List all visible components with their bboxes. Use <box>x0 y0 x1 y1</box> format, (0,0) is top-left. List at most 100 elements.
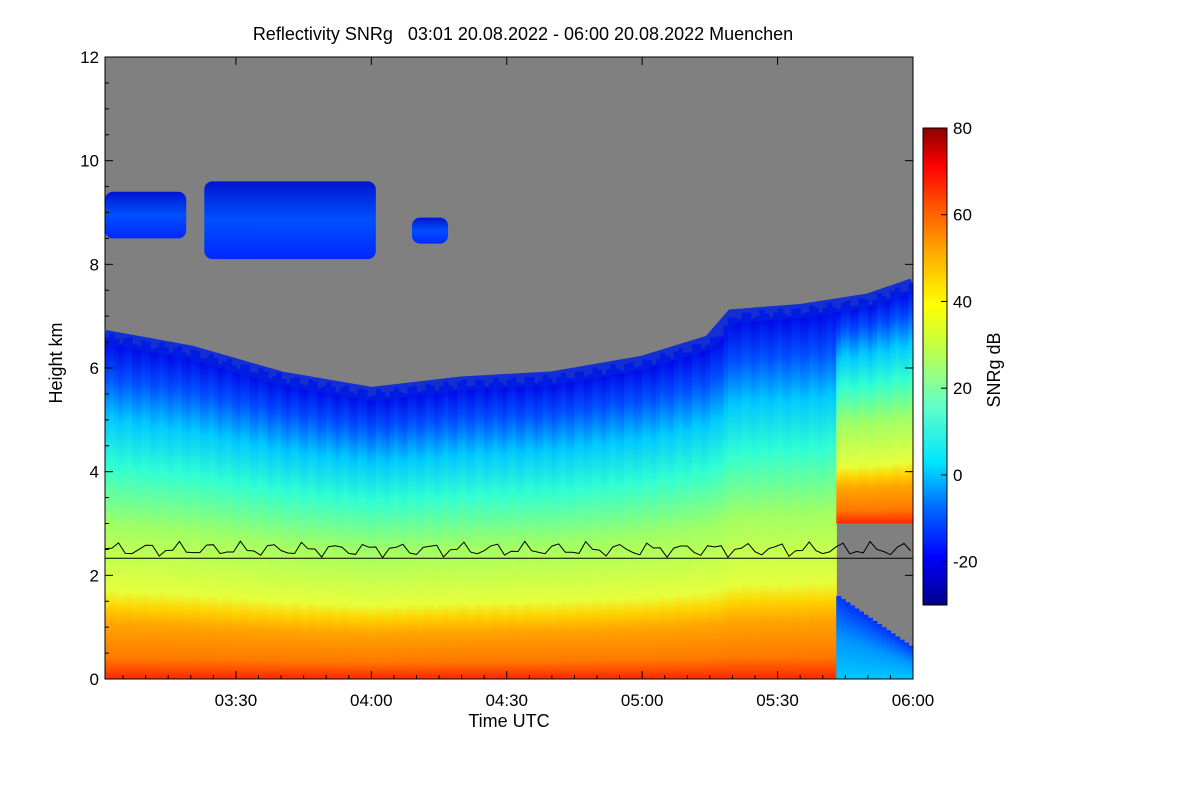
echo-column <box>646 359 652 679</box>
echo-column <box>854 305 860 524</box>
echo-column <box>402 393 409 679</box>
colorbar-tick-label: 20 <box>953 379 972 398</box>
echo-column-tail <box>894 636 901 679</box>
echo-column <box>610 364 616 679</box>
cloud-top-edge <box>105 278 913 401</box>
echo-column <box>759 310 765 679</box>
echo-column <box>876 293 883 524</box>
echo-column <box>420 390 427 679</box>
y-tick-label: 6 <box>90 359 99 378</box>
echo-column <box>208 353 214 679</box>
echo-column <box>132 344 138 679</box>
echo-column <box>267 378 273 679</box>
echo-column <box>335 391 341 679</box>
echo-column-tail <box>863 614 869 679</box>
echo-column <box>154 347 160 679</box>
echo-column <box>253 373 260 679</box>
echo-column <box>294 377 300 679</box>
colorbar-tick-label: 0 <box>953 466 962 485</box>
echo-column <box>782 313 788 679</box>
y-tick-label: 0 <box>90 670 99 689</box>
echo-column <box>330 386 336 679</box>
echo-column <box>714 336 720 679</box>
echo-column <box>827 302 833 679</box>
x-tick-label: 03:30 <box>215 691 258 710</box>
echo-column-tail <box>890 633 896 679</box>
echo-column <box>818 312 824 679</box>
echo-column <box>709 337 715 679</box>
echo-column <box>457 382 463 679</box>
echo-column <box>673 351 679 679</box>
echo-column <box>497 381 503 679</box>
echo-column <box>439 386 445 679</box>
echo-column-tail <box>867 617 873 679</box>
echo-column <box>145 341 151 679</box>
echo-column <box>556 376 562 679</box>
echo-column <box>849 306 855 524</box>
echo-column <box>150 348 156 679</box>
echo-column <box>773 312 779 679</box>
y-tick-label: 12 <box>80 48 99 67</box>
echo-column <box>520 383 526 679</box>
echo-column <box>885 298 892 524</box>
echo-column <box>272 376 278 679</box>
colorbar-tick-label: 40 <box>953 292 972 311</box>
echo-column <box>493 377 499 679</box>
echo-column <box>804 312 810 679</box>
echo-column <box>619 370 625 679</box>
echo-column <box>163 347 169 679</box>
echo-column <box>249 372 255 679</box>
colorbar-label: SNRg dB <box>984 332 1004 407</box>
y-tick-label: 4 <box>90 463 99 482</box>
echo-column <box>366 396 372 679</box>
echo-column <box>353 394 359 679</box>
echo-column <box>691 344 697 679</box>
echo-column <box>190 349 196 679</box>
x-tick-label: 04:30 <box>485 691 528 710</box>
echo-column <box>583 376 589 679</box>
echo-column <box>881 296 887 524</box>
echo-column <box>276 372 282 679</box>
echo-column <box>845 300 851 524</box>
echo-column <box>655 359 661 679</box>
x-tick-label: 05:30 <box>756 691 799 710</box>
x-axis-label: Time UTC <box>468 711 549 731</box>
echo-column <box>637 366 643 679</box>
echo-column <box>168 352 174 679</box>
echo-column <box>389 391 395 679</box>
colorbar-tick-label: 80 <box>953 119 972 138</box>
echo-column <box>908 283 913 524</box>
y-axis: 0 2 4 6 8 10 12 <box>80 48 913 689</box>
echo-column <box>290 378 296 679</box>
echo-column <box>308 379 314 679</box>
echo-column <box>682 352 688 679</box>
echo-column <box>384 396 390 679</box>
echo-column <box>186 355 192 679</box>
echo-column <box>240 364 246 679</box>
echo-column-tail <box>872 620 878 679</box>
echo-column <box>231 365 237 679</box>
echo-column <box>159 342 165 679</box>
echo-column-tail <box>840 599 846 679</box>
cirrus-layer <box>105 191 187 239</box>
echo-column <box>172 348 178 679</box>
echo-column <box>195 350 201 679</box>
echo-column <box>461 380 467 679</box>
echo-column <box>123 338 129 679</box>
echo-column <box>475 379 481 679</box>
x-tick-label: 05:00 <box>621 691 664 710</box>
echo-column <box>529 377 535 679</box>
echo-column <box>312 381 318 679</box>
echo-column <box>177 346 183 679</box>
echo-column <box>114 338 120 679</box>
echo-column <box>624 363 630 679</box>
echo-column <box>407 387 413 679</box>
echo-column <box>416 391 422 679</box>
echo-column <box>524 376 530 679</box>
echo-column <box>371 395 377 679</box>
echo-column-tail <box>903 642 910 679</box>
echo-column <box>822 307 828 679</box>
echo-column <box>551 382 557 679</box>
echo-column <box>597 369 603 679</box>
